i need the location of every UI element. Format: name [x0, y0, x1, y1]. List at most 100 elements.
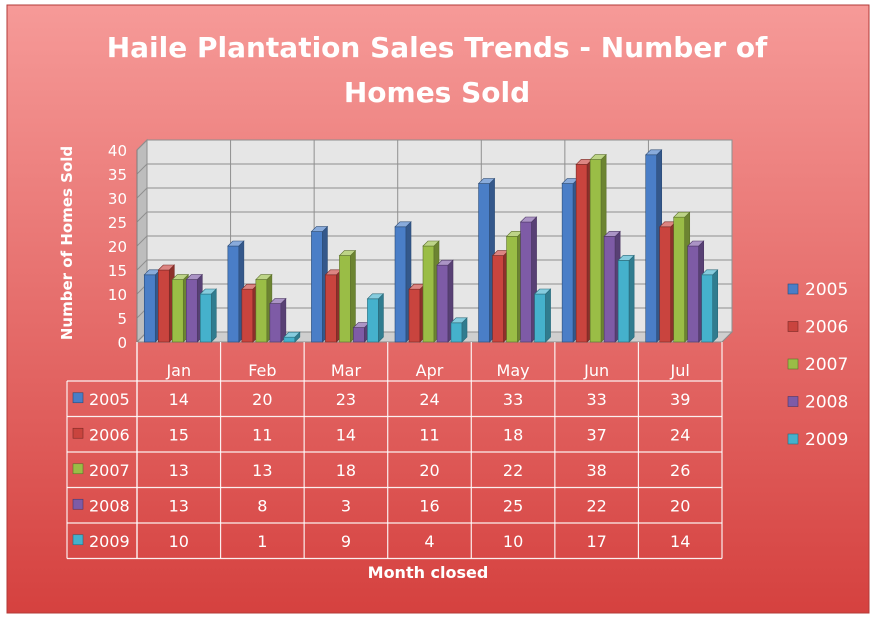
- bar-top: [477, 178, 496, 184]
- x-tick-label: Jun: [583, 361, 609, 380]
- table-series-key: [72, 427, 84, 439]
- table-cell: 1: [257, 532, 267, 551]
- table-cell: 10: [169, 532, 189, 551]
- table-cell: 8: [257, 496, 267, 515]
- table-series-name: 2009: [89, 532, 130, 551]
- bar-front: [575, 164, 588, 343]
- bar-front: [589, 159, 602, 343]
- table-cell: 24: [419, 390, 439, 409]
- bar-2007-Apr: [422, 240, 440, 343]
- bar-2009-Jun: [617, 254, 635, 343]
- bar-2009-Apr: [450, 317, 468, 343]
- bar-front: [506, 236, 518, 343]
- table-cell: 22: [586, 496, 606, 515]
- bar-top: [617, 255, 635, 261]
- legend-label: 2005: [805, 280, 848, 300]
- legend-label: 2007: [805, 355, 848, 375]
- y-tick-label: 0: [117, 334, 127, 352]
- table-cell: 26: [670, 461, 690, 480]
- bar-top: [644, 149, 663, 156]
- bar-front: [673, 216, 686, 343]
- x-tick-label: Feb: [248, 361, 276, 380]
- bar-front: [199, 293, 212, 343]
- bar-front: [603, 236, 616, 343]
- table-cell: 15: [169, 425, 189, 444]
- gridline-side: [136, 187, 148, 199]
- y-tick-label: 30: [108, 190, 127, 208]
- bar-2007-Jun: [589, 153, 607, 343]
- bar-front: [659, 226, 672, 343]
- bar-top: [436, 259, 454, 266]
- table-cell: 14: [169, 390, 189, 409]
- bar-2007-Mar: [338, 249, 357, 343]
- x-tick-label: Mar: [331, 361, 362, 380]
- legend-item-2006: 2006: [787, 318, 848, 338]
- table-cell: 33: [503, 390, 523, 409]
- table-cell: 14: [336, 425, 356, 444]
- bar-top: [199, 288, 218, 295]
- table-series-name: 2006: [89, 425, 130, 444]
- legend-swatch: [787, 358, 799, 370]
- gridline-side: [136, 163, 148, 175]
- table-cell: 22: [503, 461, 523, 480]
- bar-2009-May: [533, 288, 552, 343]
- bar-2008-Jul: [686, 240, 705, 343]
- table-cell: 20: [252, 390, 272, 409]
- legend-label: 2009: [805, 430, 848, 450]
- table-cell: 24: [670, 425, 690, 444]
- bar-front: [394, 226, 407, 343]
- table-cell: 18: [336, 461, 356, 480]
- bar-front: [325, 274, 337, 343]
- bar-2006-Jul: [658, 221, 677, 343]
- bar-top: [255, 274, 273, 280]
- bar-2006-May: [491, 249, 510, 343]
- y-tick-label: 15: [108, 262, 127, 280]
- table-series-name: 2005: [89, 390, 130, 409]
- bar-front: [311, 231, 323, 343]
- table-series-name: 2007: [89, 461, 130, 480]
- table-cell: 23: [336, 390, 356, 409]
- table-cell: 10: [503, 532, 523, 551]
- table-cell: 13: [169, 461, 189, 480]
- table-cell: 17: [586, 532, 606, 551]
- bar-front: [171, 279, 184, 343]
- y-tick-label: 35: [108, 166, 127, 184]
- bar-top: [672, 211, 691, 218]
- table-cell: 20: [670, 496, 690, 515]
- bar-front: [227, 245, 240, 343]
- bar-2006-Jan: [157, 264, 176, 343]
- bar-top: [603, 231, 621, 237]
- y-tick-label: 5: [117, 310, 127, 328]
- bar-top: [269, 298, 287, 304]
- bar-front: [283, 336, 296, 343]
- bar-2009-Jul: [700, 269, 719, 343]
- bar-front: [408, 288, 421, 343]
- bar-side: [280, 297, 287, 343]
- bar-front: [701, 274, 714, 343]
- bar-2005-Jan: [143, 269, 162, 343]
- bar-2007-Jan: [171, 273, 190, 343]
- legend: 2005 2006 2007 2008 2009: [787, 280, 848, 450]
- bar-top: [185, 274, 204, 280]
- bar-2008-Jun: [603, 230, 621, 343]
- legend-swatch: [787, 396, 799, 407]
- table-series-key: [72, 463, 84, 475]
- table-cell: 18: [503, 425, 523, 444]
- table-cell: 4: [424, 532, 434, 551]
- bar-2008-Apr: [436, 259, 454, 343]
- bar-front: [353, 327, 365, 343]
- bar-2008-May: [519, 216, 538, 343]
- bar-front: [422, 245, 435, 343]
- y-tick-label: 20: [108, 238, 127, 256]
- bar-front: [478, 183, 490, 343]
- table-cell: 3: [341, 496, 351, 515]
- y-axis-label: Number of Homes Sold: [58, 146, 76, 340]
- bar-top: [171, 274, 190, 280]
- y-tick-label: 40: [108, 142, 127, 160]
- bar-top: [589, 154, 607, 160]
- table-series-name: 2008: [89, 496, 130, 515]
- table-cell: 39: [670, 390, 690, 409]
- bar-side: [545, 288, 551, 343]
